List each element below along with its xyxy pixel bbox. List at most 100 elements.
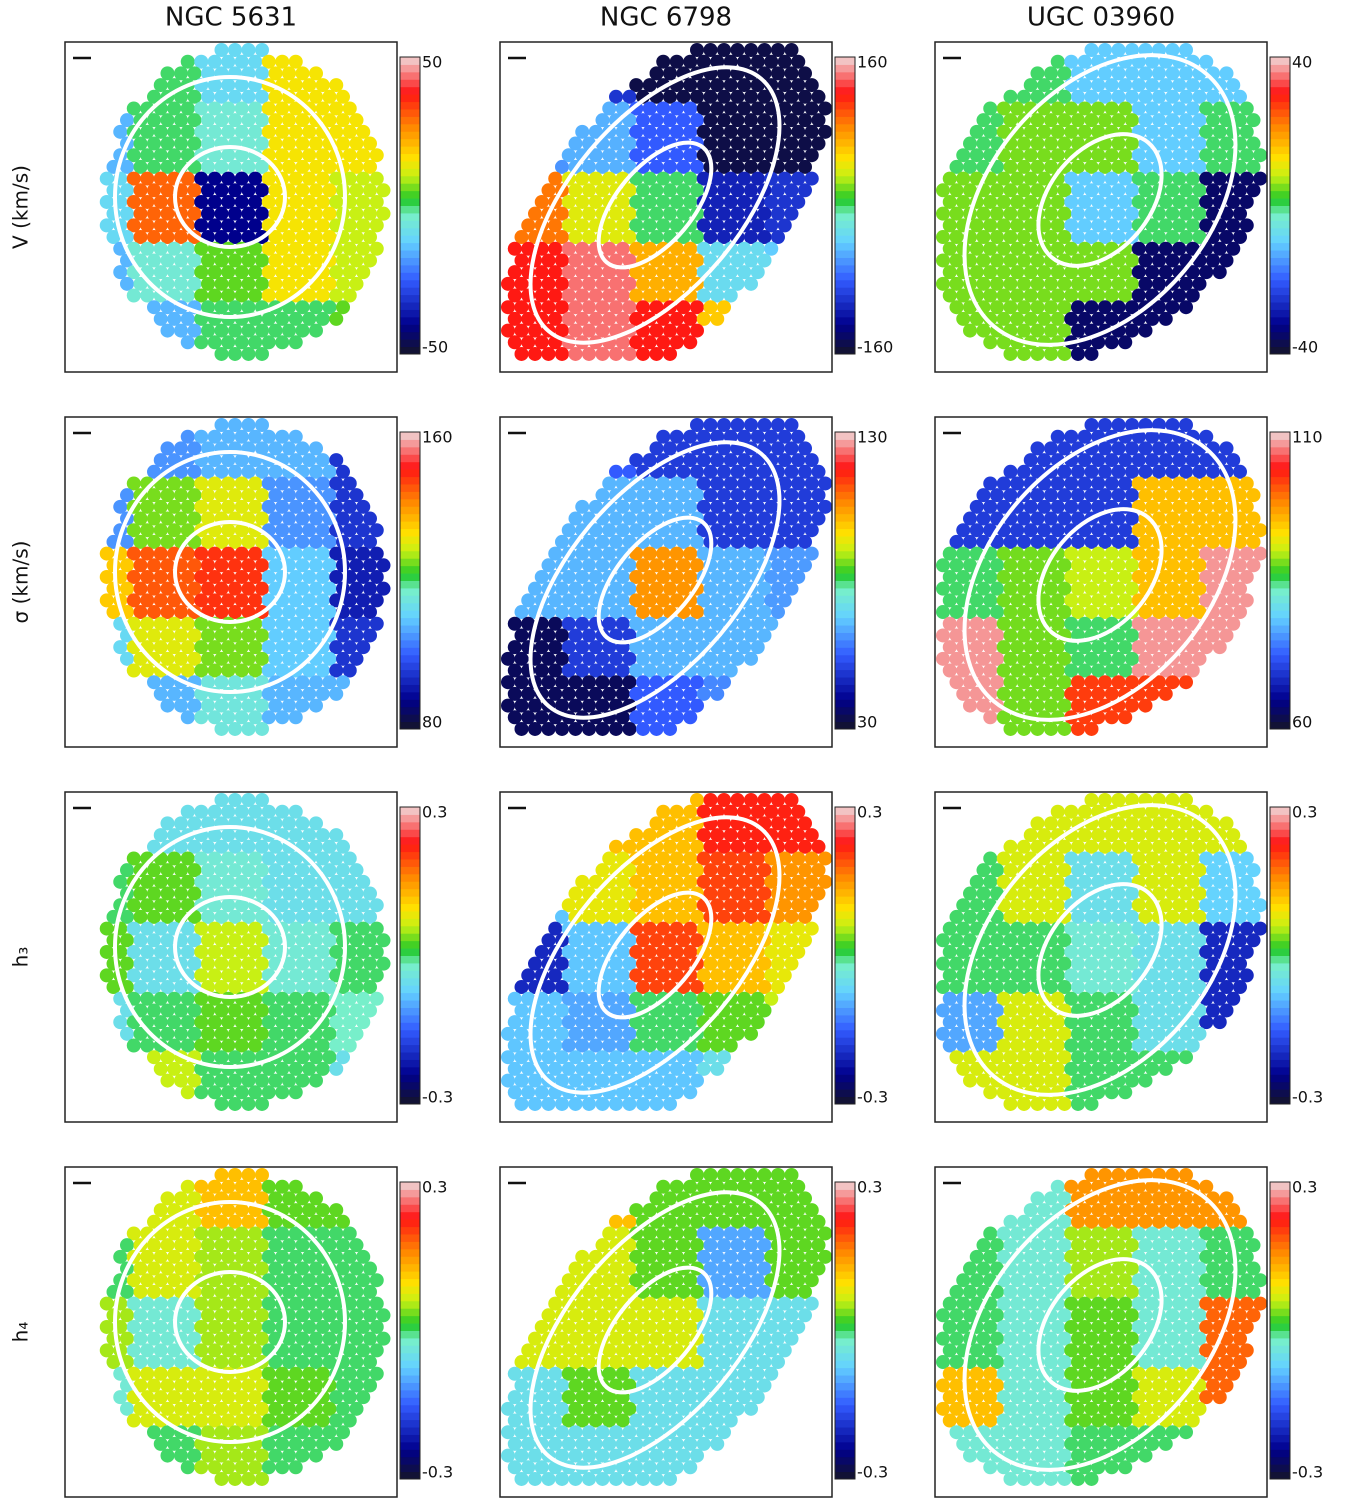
spaxel — [349, 159, 364, 174]
spaxel — [1172, 523, 1187, 538]
spaxel — [160, 1026, 175, 1041]
spaxel — [669, 335, 684, 350]
colorbar-band — [400, 933, 420, 942]
spaxel — [349, 113, 364, 128]
spaxel — [288, 265, 303, 280]
spaxel — [683, 78, 698, 93]
spaxel — [588, 148, 603, 163]
spaxel — [629, 991, 644, 1006]
spaxel — [1192, 933, 1207, 948]
spaxel — [1206, 511, 1220, 526]
spaxel — [1071, 675, 1085, 690]
spaxel — [295, 605, 310, 620]
spaxel — [798, 886, 812, 901]
spaxel — [696, 968, 711, 983]
spaxel — [976, 488, 991, 503]
spaxel — [322, 863, 337, 878]
spaxel — [744, 651, 758, 666]
spaxel — [248, 616, 263, 631]
spaxel — [744, 43, 758, 57]
spaxel — [1057, 933, 1072, 948]
spaxel — [1172, 898, 1187, 913]
spaxel — [990, 206, 1004, 221]
spaxel — [1084, 793, 1099, 807]
spaxel — [207, 710, 222, 725]
spaxel — [248, 710, 263, 725]
spaxel — [956, 1061, 971, 1076]
colorbar-band — [1270, 851, 1290, 860]
spaxel — [629, 1085, 644, 1100]
spaxel — [275, 1179, 290, 1194]
spaxel — [1206, 159, 1220, 174]
spaxel — [771, 956, 785, 971]
spaxel — [568, 581, 583, 596]
spaxel — [629, 944, 644, 959]
colorbar-band — [835, 346, 855, 355]
spaxel — [1138, 89, 1153, 104]
spaxel — [147, 183, 161, 198]
colorbar-band — [1270, 302, 1290, 310]
spaxel — [1233, 159, 1247, 174]
spaxel — [744, 511, 758, 526]
spaxel — [282, 886, 296, 901]
spaxel — [309, 511, 323, 526]
spaxel — [1064, 194, 1079, 209]
spaxel — [744, 183, 758, 198]
spaxel — [744, 628, 758, 643]
colorbar-band — [400, 513, 420, 522]
spaxel — [561, 523, 576, 538]
spaxel — [649, 605, 664, 620]
spaxel — [710, 569, 725, 584]
spaxel — [207, 265, 222, 280]
spaxel — [268, 511, 283, 526]
spaxel — [268, 230, 283, 245]
spaxel — [349, 1261, 364, 1276]
spaxel — [147, 909, 161, 924]
spaxel — [1125, 43, 1139, 57]
spaxel — [133, 230, 148, 245]
spaxel — [261, 429, 276, 444]
spaxel — [717, 534, 731, 549]
spaxel — [1050, 874, 1065, 889]
spaxel — [1030, 816, 1045, 831]
spaxel — [1064, 218, 1079, 233]
spaxel — [990, 230, 1004, 245]
spaxel — [1179, 886, 1193, 901]
spaxel — [261, 1085, 276, 1100]
spaxel — [1212, 499, 1227, 514]
spaxel — [949, 1050, 964, 1065]
spaxel — [1091, 335, 1106, 350]
spaxel — [147, 206, 161, 221]
spaxel — [1098, 418, 1112, 432]
spaxel — [234, 1203, 249, 1218]
spaxel — [140, 241, 155, 256]
spaxel — [322, 159, 337, 174]
spaxel — [174, 980, 188, 995]
spaxel — [818, 101, 833, 116]
spaxel — [548, 593, 563, 608]
spaxel — [750, 991, 765, 1006]
spaxel — [187, 1026, 202, 1041]
colorbar-band — [400, 469, 420, 478]
spaxel — [147, 1331, 161, 1346]
spaxel — [261, 1061, 276, 1076]
spaxel — [976, 323, 991, 338]
spaxel — [784, 558, 799, 573]
spaxel — [710, 944, 725, 959]
spaxel — [622, 300, 637, 315]
spaxel — [1071, 300, 1085, 315]
spaxel — [1017, 721, 1031, 736]
spaxel — [1199, 828, 1214, 843]
spaxel — [1138, 839, 1153, 854]
spaxel — [160, 253, 175, 268]
spaxel — [723, 898, 738, 913]
spaxel — [771, 418, 785, 432]
spaxel — [201, 651, 215, 666]
spaxel — [356, 898, 371, 913]
spaxel — [180, 1179, 195, 1194]
spaxel — [588, 311, 603, 326]
spaxel — [1071, 89, 1085, 104]
spaxel — [1185, 968, 1200, 983]
colorbar-band — [400, 714, 420, 723]
spaxel — [1017, 886, 1031, 901]
